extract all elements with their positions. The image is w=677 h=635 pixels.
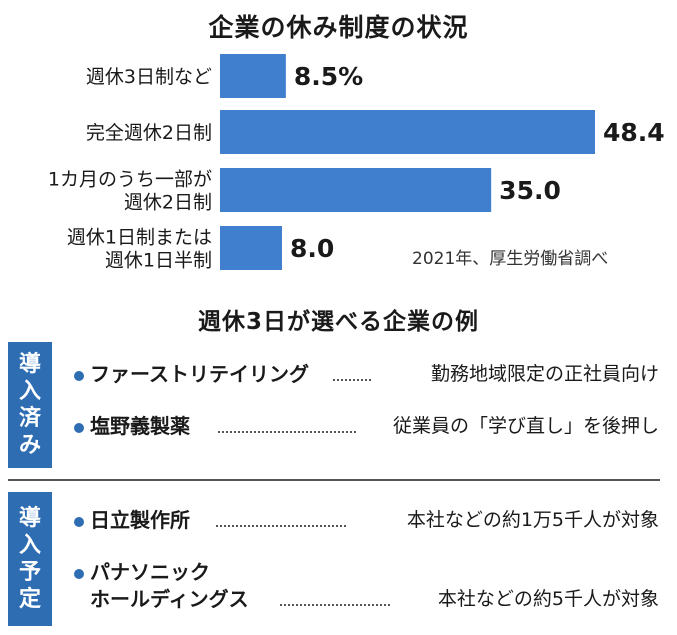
dotted-leader [218,431,356,433]
bar-value-label: 35.0 [499,176,561,205]
group-label-implemented: 導 入 済 み [8,342,52,468]
company-description: 従業員の「学び直し」を後押し [392,415,659,437]
section-divider [8,479,660,481]
source-note: 2021年、厚生労働省調べ [412,249,609,269]
bar-value-label: 48.4 [603,118,665,147]
dotted-leader [280,604,390,606]
dotted-leader [216,525,346,527]
chart-title: 企業の休み制度の状況 [208,13,469,42]
dotted-leader [333,379,371,381]
group-label-char: 導 [18,506,41,531]
category-label: 1カ月のうち一部が [48,169,212,191]
bar [220,54,286,98]
group-label-char: 導 [18,352,41,377]
company-name: 塩野義製薬 [90,414,190,438]
company-name: ファーストリテイリング [90,362,309,386]
category-label: 週休3日制など [86,66,212,88]
company-description: 本社などの約1万5千人が対象 [406,509,659,531]
bullet-icon [74,423,84,433]
examples-title: 週休3日が選べる企業の例 [197,309,479,335]
company-name: パナソニック [90,560,210,584]
category-label: 週休2日制 [124,192,212,214]
bar-value-label: 8.0 [290,234,334,263]
bullet-icon [74,517,84,527]
bullet-icon [74,371,84,381]
group-label-char: 定 [18,587,41,612]
bar [220,226,282,270]
list-item: 日立製作所 本社などの約1万5千人が対象 [0,508,677,548]
bar [220,110,595,154]
bar [220,168,492,212]
company-name-line2: ホールディングス [90,587,249,611]
company-description: 本社などの約5千人が対象 [437,588,659,610]
category-label: 週休1日半制 [105,250,212,272]
company-description: 勤務地域限定の正社員向け [430,363,659,385]
group-label-char: 入 [18,379,41,404]
group-label-char: 入 [18,533,41,558]
company-name: 日立製作所 [90,508,190,532]
category-label: 週休1日制または [67,227,212,249]
group-label-planned: 導 入 予 定 [8,492,52,626]
bar-value-label: 8.5% [294,62,363,91]
bullet-icon [74,569,84,579]
list-item: パナソニック ホールディングス 本社などの約5千人が対象 [0,560,677,620]
category-label: 完全週休2日制 [86,122,212,144]
bar-chart: 8.5% 週休3日制など 48.4 完全週休2日制 35.0 1カ月のうち一部が週休2日制… [48,54,665,272]
list-item: 塩野義製薬 従業員の「学び直し」を後押し [0,414,677,454]
list-item: ファーストリテイリング 勤務地域限定の正社員向け [0,362,677,402]
group-label-char: み [18,433,41,458]
group-label-char: 済 [18,406,41,431]
group-label-char: 予 [18,560,41,585]
